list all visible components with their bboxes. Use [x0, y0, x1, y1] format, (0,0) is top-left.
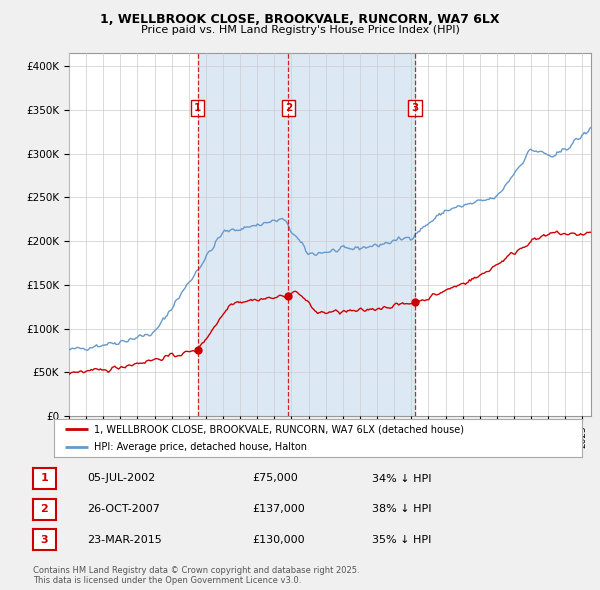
- Text: 34% ↓ HPI: 34% ↓ HPI: [372, 474, 431, 483]
- Text: 1, WELLBROOK CLOSE, BROOKVALE, RUNCORN, WA7 6LX (detached house): 1, WELLBROOK CLOSE, BROOKVALE, RUNCORN, …: [94, 424, 464, 434]
- Text: 3: 3: [41, 535, 48, 545]
- Text: 2: 2: [41, 504, 48, 514]
- Text: 38% ↓ HPI: 38% ↓ HPI: [372, 504, 431, 514]
- Bar: [289, 53, 415, 416]
- Text: 1: 1: [194, 103, 201, 113]
- Text: £137,000: £137,000: [252, 504, 305, 514]
- Text: HPI: Average price, detached house, Halton: HPI: Average price, detached house, Halt…: [94, 442, 307, 452]
- Bar: [197, 53, 289, 416]
- Text: 2: 2: [285, 103, 292, 113]
- Text: 35% ↓ HPI: 35% ↓ HPI: [372, 535, 431, 545]
- Text: £130,000: £130,000: [252, 535, 305, 545]
- Text: 26-OCT-2007: 26-OCT-2007: [87, 504, 160, 514]
- Text: Contains HM Land Registry data © Crown copyright and database right 2025.
This d: Contains HM Land Registry data © Crown c…: [33, 566, 359, 585]
- Text: 1, WELLBROOK CLOSE, BROOKVALE, RUNCORN, WA7 6LX: 1, WELLBROOK CLOSE, BROOKVALE, RUNCORN, …: [100, 13, 500, 26]
- Text: £75,000: £75,000: [252, 474, 298, 483]
- Text: 1: 1: [41, 474, 48, 483]
- Text: 23-MAR-2015: 23-MAR-2015: [87, 535, 162, 545]
- Text: 05-JUL-2002: 05-JUL-2002: [87, 474, 155, 483]
- Text: 3: 3: [412, 103, 419, 113]
- Text: Price paid vs. HM Land Registry's House Price Index (HPI): Price paid vs. HM Land Registry's House …: [140, 25, 460, 35]
